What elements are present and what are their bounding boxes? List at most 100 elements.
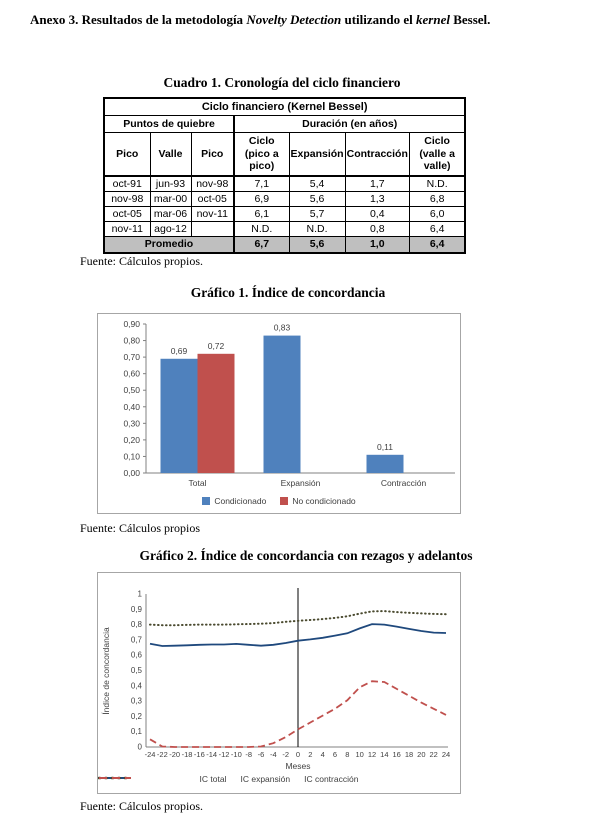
table-cell: 6,8	[408, 191, 466, 207]
svg-text:12: 12	[368, 750, 376, 759]
svg-text:4: 4	[321, 750, 325, 759]
svg-text:0,70: 0,70	[123, 352, 140, 362]
svg-text:0,60: 0,60	[123, 369, 140, 379]
svg-text:10: 10	[355, 750, 363, 759]
summary-label: Promedio	[103, 236, 235, 254]
table-cell: N.D.	[233, 221, 290, 237]
svg-text:0,90: 0,90	[123, 319, 140, 329]
summary-cell: 6,7	[233, 236, 290, 254]
svg-text:8: 8	[345, 750, 349, 759]
svg-text:16: 16	[392, 750, 400, 759]
svg-text:-2: -2	[282, 750, 289, 759]
group-header-puntos: Puntos de quiebre	[103, 115, 235, 133]
chart1-caption: Gráfico 1. Índice de concordancia	[190, 285, 386, 300]
svg-text:0,20: 0,20	[123, 435, 140, 445]
table-cell: 6,0	[408, 206, 466, 222]
svg-text:0,2: 0,2	[131, 712, 143, 721]
svg-text:-6: -6	[258, 750, 265, 759]
table-cell: N.D.	[288, 221, 346, 237]
svg-text:0,8: 0,8	[131, 620, 143, 629]
title-text-3: Bessel.	[449, 12, 491, 27]
table-row: nov-98 mar-00 oct-05 6,9 5,6 1,3 6,8	[103, 191, 466, 207]
legend-label: Condicionado	[214, 496, 267, 506]
table-cell: ago-12	[149, 221, 192, 237]
summary-cell: 6,4	[408, 236, 466, 254]
col-header-pico1: Pico	[103, 132, 151, 177]
legend-label: IC contracción	[304, 774, 359, 784]
legend-label: IC total	[199, 774, 227, 784]
summary-cell: 5,6	[288, 236, 346, 254]
svg-text:Total: Total	[189, 478, 207, 488]
group-header-duracion: Duración (en años)	[232, 115, 466, 133]
svg-text:Índice de concordancia: Índice de concordancia	[101, 627, 111, 715]
svg-text:2: 2	[308, 750, 312, 759]
svg-text:0,00: 0,00	[123, 468, 140, 478]
col-header-contraccion: Contracción	[344, 132, 410, 177]
table-cell: nov-11	[190, 206, 235, 222]
svg-text:22: 22	[429, 750, 437, 759]
table-cell: 6,4	[408, 221, 466, 237]
title-text-italic-1: Novelty Detection	[246, 12, 342, 27]
svg-text:24: 24	[442, 750, 450, 759]
svg-text:0: 0	[296, 750, 300, 759]
svg-text:0,72: 0,72	[208, 341, 225, 351]
table-cell: oct-05	[190, 191, 235, 207]
svg-text:0,40: 0,40	[123, 402, 140, 412]
legend-label: No condicionado	[292, 496, 356, 506]
svg-text:Expansión: Expansión	[281, 478, 321, 488]
svg-text:0,3: 0,3	[131, 697, 143, 706]
svg-text:-16: -16	[194, 750, 205, 759]
table-cell: jun-93	[149, 175, 192, 192]
table-row: nov-11 ago-12 N.D. N.D. 0,8 6,4	[103, 221, 466, 237]
svg-text:0,11: 0,11	[377, 442, 393, 452]
svg-text:0,7: 0,7	[131, 635, 143, 644]
svg-text:20: 20	[417, 750, 425, 759]
svg-text:0,9: 0,9	[131, 605, 143, 614]
title-text-italic-2: kernel	[416, 12, 450, 27]
col-header-ciclo-pico: Ciclo (pico a pico)	[233, 132, 290, 177]
chart2-source-note: Fuente: Cálculos propios.	[80, 799, 203, 813]
svg-text:-14: -14	[206, 750, 217, 759]
legend-line-sample	[99, 777, 131, 779]
svg-text:18: 18	[405, 750, 413, 759]
table-cell: N.D.	[408, 175, 466, 192]
financial-cycle-table: Ciclo financiero (Kernel Bessel) Puntos …	[103, 97, 467, 254]
col-header-pico2: Pico	[190, 132, 235, 177]
svg-text:-24: -24	[145, 750, 156, 759]
legend-item: IC total	[99, 774, 227, 784]
table-cell: oct-05	[103, 206, 151, 222]
title-text-1: Anexo 3. Resultados de la metodología	[30, 12, 247, 27]
svg-text:-18: -18	[182, 750, 193, 759]
svg-text:Meses: Meses	[285, 761, 310, 771]
table-cell: nov-98	[190, 175, 235, 192]
svg-text:0,1: 0,1	[131, 727, 143, 736]
table-cell: 0,8	[344, 221, 410, 237]
table-cell	[190, 221, 235, 237]
svg-text:0,4: 0,4	[131, 681, 143, 690]
bar-chart-plot: 0,00 0,10 0,20 0,30 0,40 0,50 0,60 0,70 0,80 0,90…	[123, 319, 455, 488]
table-cell: 6,1	[233, 206, 290, 222]
svg-text:0,6: 0,6	[131, 651, 143, 660]
table-cell: 6,9	[233, 191, 290, 207]
legend-item: IC expansión	[98, 774, 290, 784]
table-cell: 1,7	[344, 175, 410, 192]
table-cell: nov-11	[103, 221, 151, 237]
svg-text:Contracción: Contracción	[381, 478, 427, 488]
legend-swatch	[280, 497, 289, 505]
col-header-expansion: Expansión	[288, 132, 346, 177]
col-header-ciclo-valle: Ciclo (valle a valle)	[408, 132, 466, 177]
chart1-source-note: Fuente: Cálculos propios	[80, 521, 200, 535]
legend-item: IC contracción	[99, 774, 359, 784]
svg-text:0,10: 0,10	[123, 451, 140, 461]
svg-text:-10: -10	[231, 750, 242, 759]
table-row: oct-91 jun-93 nov-98 7,1 5,4 1,7 N.D.	[103, 175, 466, 192]
svg-text:0,50: 0,50	[123, 385, 140, 395]
summary-cell: 1,0	[344, 236, 410, 254]
line-chart-plot: 00,10,20,30,40,50,60,70,80,91-24 -22 -20 -1…	[101, 588, 450, 771]
svg-text:0,80: 0,80	[123, 336, 140, 346]
table-cell: 5,6	[288, 191, 346, 207]
table-group-header-row: Puntos de quiebre Duración (en años)	[103, 115, 466, 133]
chart2-caption: Gráfico 2. Índice de concordancia con re…	[139, 548, 473, 563]
svg-text:-20: -20	[169, 750, 180, 759]
table-cell: nov-98	[103, 191, 151, 207]
